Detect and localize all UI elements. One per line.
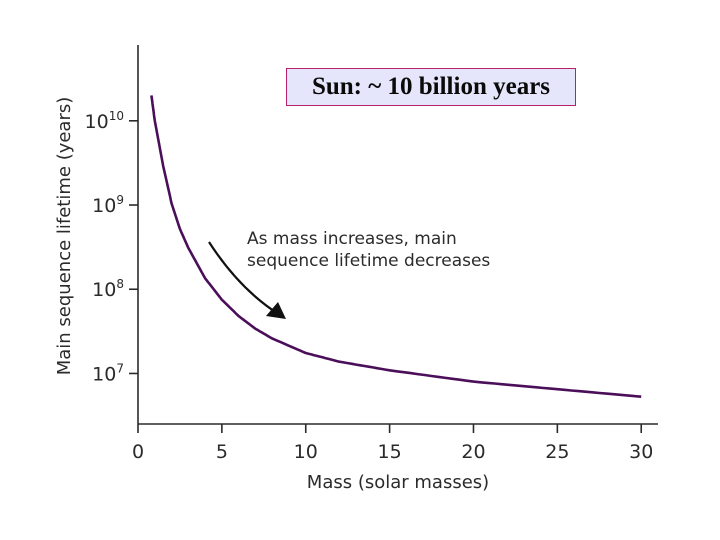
- axes: [137, 45, 658, 425]
- annotation-line-1: As mass increases, main: [247, 229, 457, 249]
- x-tick-label: 25: [545, 441, 569, 463]
- x-ticks: 0 5 10 15 20 25 30: [132, 424, 653, 463]
- x-tick-label: 20: [461, 441, 485, 463]
- y-tick-label: 109: [92, 193, 124, 217]
- y-axis-title: Main sequence lifetime (years): [54, 97, 75, 376]
- x-tick-label: 5: [216, 441, 228, 463]
- lifetime-curve: [150, 95, 642, 398]
- x-tick-label: 15: [378, 441, 402, 463]
- y-tick-label: 1010: [85, 109, 124, 133]
- y-tick-label: 107: [92, 361, 124, 385]
- annotation-line-2: sequence lifetime decreases: [247, 251, 490, 271]
- y-ticks: 107 108 109 1010: [85, 109, 138, 385]
- annotation-arrowhead: [266, 302, 286, 319]
- sun-lifetime-callout: Sun: ~ 10 billion years: [286, 68, 576, 106]
- x-tick-label: 0: [132, 441, 144, 463]
- x-axis-title: Mass (solar masses): [307, 472, 489, 493]
- x-tick-label: 10: [294, 441, 318, 463]
- y-tick-label: 108: [92, 277, 124, 301]
- x-tick-label: 30: [629, 441, 653, 463]
- annotation-arrow: [208, 241, 281, 316]
